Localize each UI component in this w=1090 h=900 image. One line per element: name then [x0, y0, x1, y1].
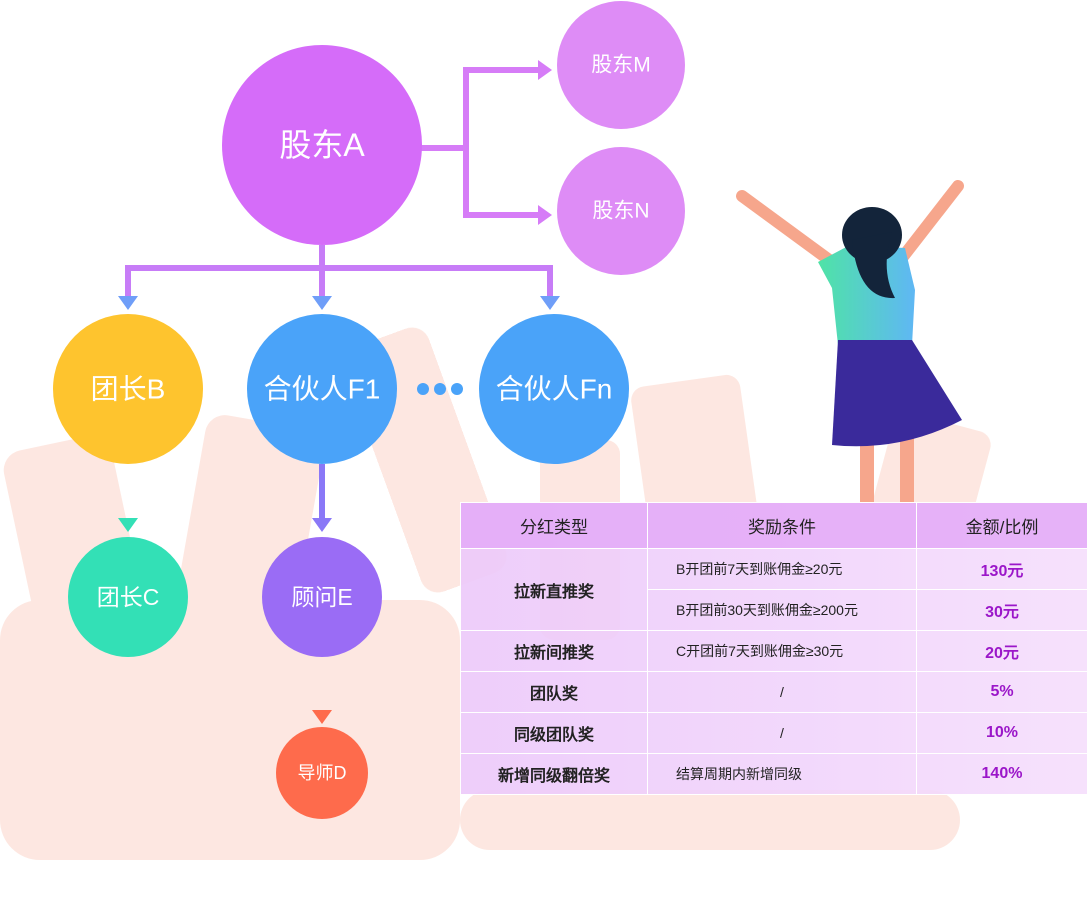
node-label: 股东A: [279, 127, 365, 163]
table-row: B开团前30天到账佣金≥200元 30元: [461, 589, 1088, 631]
table-row: 同级团队奖/10%: [460, 712, 1088, 754]
table-row: 拉新直推奖 B开团前7天到账佣金≥20元 130元: [460, 548, 1088, 631]
ellipsis-dots: [417, 383, 463, 395]
node-label: 股东N: [592, 200, 649, 223]
amt-cell: 5%: [916, 671, 1088, 713]
type-cell: 拉新间推奖: [460, 630, 648, 672]
cond-cell: C开团前7天到账佣金≥30元: [647, 630, 917, 672]
node-label: 顾问E: [291, 584, 352, 610]
girl-illustration: [736, 180, 964, 505]
amt-cell: 130元: [916, 548, 1088, 590]
arrowheads: [118, 60, 560, 724]
type-cell: 同级团队奖: [460, 712, 648, 754]
type-cell: 团队奖: [460, 671, 648, 713]
header-cell: 分红类型: [460, 502, 648, 549]
header-cell: 奖励条件: [647, 502, 917, 549]
table-row: 新增同级翻倍奖 结算周期内新增同级 140%: [460, 753, 1088, 795]
amt-cell: 10%: [916, 712, 1088, 754]
amt-cell: 30元: [916, 589, 1088, 631]
type-cell: 拉新直推奖: [460, 548, 648, 631]
cond-cell: 结算周期内新增同级: [647, 753, 917, 795]
node: [557, 147, 685, 275]
amt-cell: 140%: [916, 753, 1088, 795]
header-cell: 金额/比例: [916, 502, 1088, 549]
header-row: 分红类型 奖励条件 金额/比例: [460, 502, 1088, 549]
table-body: 拉新直推奖 B开团前7天到账佣金≥20元 130元 B开团前30天到账佣金≥200元 3…: [460, 548, 1088, 795]
node-label: 合伙人Fn: [496, 374, 613, 405]
type-cell: 新增同级翻倍奖: [460, 753, 648, 795]
node: [53, 314, 203, 464]
node: [557, 1, 685, 129]
node-label: 团长C: [97, 584, 160, 610]
cond-cell: /: [647, 671, 917, 713]
reward-table: 分红类型 奖励条件 金额/比例 拉新直推奖 B开团前7天到账佣金≥20元 130元 B…: [460, 502, 1088, 795]
node: [479, 314, 629, 464]
table-row: 团队奖/5%: [460, 671, 1088, 713]
node: [247, 314, 397, 464]
cond-cell: B开团前30天到账佣金≥200元: [647, 589, 917, 631]
cond-cell: /: [647, 712, 917, 754]
connectors: [125, 67, 553, 712]
node-label: 合伙人F1: [264, 374, 381, 405]
nodes: 股东A 股东M 股东N 团长B 合伙人F1 合伙人Fn 团长C 顾问E 导师D: [53, 1, 685, 819]
node: [68, 537, 188, 657]
amt-cell: 20元: [916, 630, 1088, 672]
node: [276, 727, 368, 819]
node-label: 团长B: [91, 374, 166, 405]
table-row: 拉新间推奖 C开团前7天到账佣金≥30元 20元: [460, 630, 1088, 672]
cond-cell: B开团前7天到账佣金≥20元: [647, 548, 917, 590]
node: [222, 45, 422, 245]
node-label: 股东M: [591, 54, 651, 77]
node-label: 导师D: [298, 763, 347, 783]
node: [262, 537, 382, 657]
